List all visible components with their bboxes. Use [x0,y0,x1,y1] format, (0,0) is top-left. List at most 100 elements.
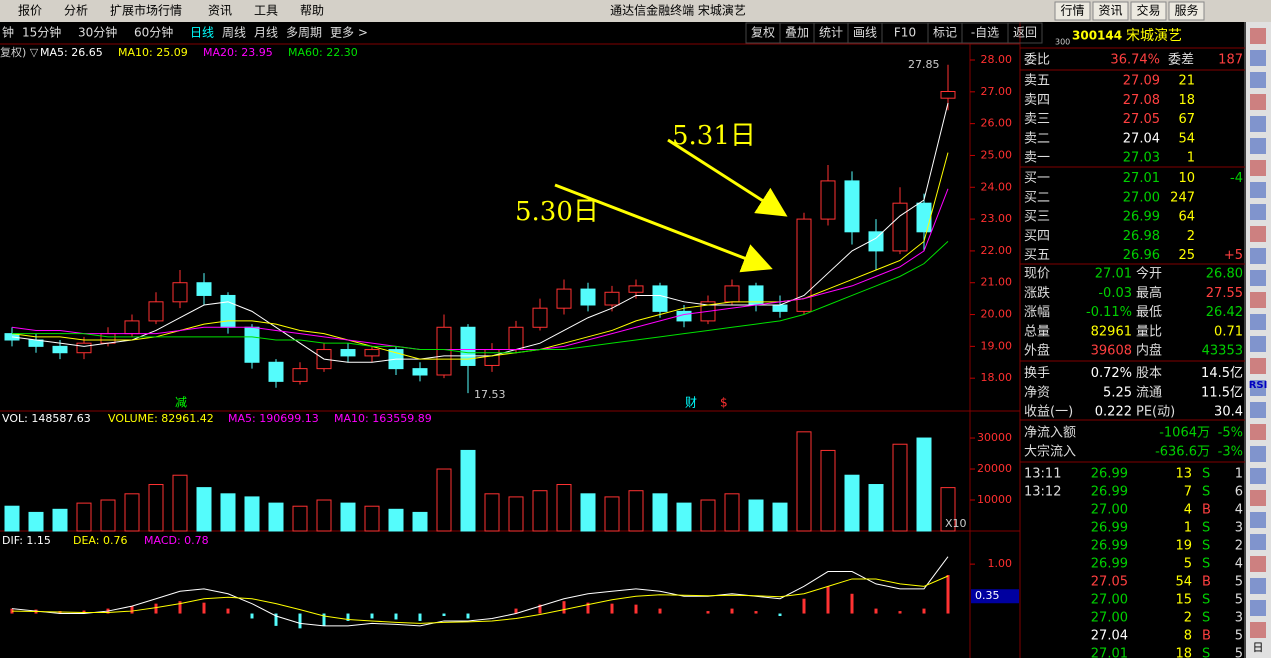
book-volume: 54 [1178,131,1195,146]
book-volume: 2 [1187,229,1195,244]
stat-label: 今开 [1136,266,1162,282]
sidebar-label[interactable]: RSI [1249,380,1268,391]
sidebar-icon[interactable] [1250,116,1266,132]
period-tab[interactable]: 30分钟 [78,25,117,40]
sidebar-icon[interactable] [1250,204,1266,220]
tool-button-label[interactable]: 复权 [751,26,775,40]
candle-body [820,180,836,220]
tick-side: S [1202,485,1210,500]
sidebar-icon[interactable] [1250,336,1266,352]
period-tab[interactable]: 多周期 [286,26,322,40]
tool-button-label[interactable]: 返回 [1013,26,1037,40]
volume-bar [628,490,644,532]
sidebar-icon[interactable] [1250,600,1266,616]
sidebar-icon[interactable] [1250,512,1266,528]
period-tab[interactable]: 更多 > [330,26,368,40]
sidebar-label[interactable]: 日 [1253,641,1264,654]
current-value-box [971,589,1019,604]
sidebar-icon[interactable] [1250,446,1266,462]
menu-button[interactable] [1054,1,1091,21]
menu-button-label[interactable]: 行情 [1060,4,1084,18]
sidebar-icon[interactable] [1250,292,1266,308]
sidebar-icon[interactable] [1250,468,1266,484]
sidebar-icon[interactable] [1250,578,1266,594]
tool-button-label[interactable]: 画线 [853,26,877,40]
tick-volume: 2 [1184,611,1192,626]
period-tab[interactable]: 日线 [190,26,214,40]
tick-price: 27.00 [1091,593,1128,608]
sidebar-icon[interactable] [1250,314,1266,330]
period-tab[interactable]: 周线 [222,26,246,40]
menu-item[interactable]: 资讯 [208,4,232,18]
menu-button[interactable] [1130,1,1167,21]
sidebar-icon[interactable] [1250,226,1266,242]
tool-button-label[interactable]: 叠加 [785,26,809,40]
tool-button-label[interactable]: F10 [894,26,916,40]
menu-item[interactable]: 工具 [254,4,278,18]
sidebar-icon[interactable] [1250,490,1266,506]
menu-item[interactable]: 帮助 [300,4,324,18]
sidebar-icon[interactable] [1250,556,1266,572]
sidebar-icon[interactable] [1250,534,1266,550]
sidebar-icon[interactable] [1250,160,1266,176]
menu-button[interactable] [1168,1,1205,21]
y-tick-label: 21.00 [981,276,1013,289]
menu-item[interactable]: 报价 [18,3,42,18]
y-tick-label: 10000 [977,493,1012,506]
sidebar-icon[interactable] [1250,72,1266,88]
y-tick-label: 23.00 [981,212,1013,225]
period-tab[interactable]: 钟 [2,25,14,40]
tick-side: S [1202,593,1210,608]
period-tab[interactable]: 15分钟 [22,25,61,40]
book-volume: 18 [1178,93,1195,108]
volume-bar [892,443,908,532]
menu-item[interactable]: 分析 [64,4,88,18]
volume-bar [508,496,524,532]
tick-count: 4 [1235,557,1243,572]
sidebar-icon[interactable] [1250,402,1266,418]
volume-bar [4,505,20,532]
candle-body [100,333,116,344]
stat-value: 26.80 [1206,267,1243,282]
menu-button-label[interactable]: 交易 [1136,3,1160,18]
menu-item[interactable]: 扩展市场行情 [110,3,182,18]
book-price: 27.04 [1123,131,1160,146]
sidebar-icon[interactable] [1250,182,1266,198]
stat-value: 43353 [1202,344,1243,359]
volume-bar [220,493,236,532]
tool-button-label[interactable]: -自选 [971,26,999,40]
stat-label: 换手 [1024,366,1050,381]
candle-body [868,231,884,252]
tool-button[interactable] [1007,22,1043,44]
period-tab[interactable]: 60分钟 [134,25,173,40]
sidebar-icon[interactable] [1250,50,1266,66]
book-volume: 25 [1178,248,1195,263]
menu-button-label[interactable]: 资讯 [1098,4,1122,18]
sidebar-icon[interactable] [1250,94,1266,110]
sidebar-icon[interactable] [1250,358,1266,374]
stat-value: 27.55 [1206,286,1243,301]
sidebar-icon[interactable] [1250,138,1266,154]
sidebar-icon[interactable] [1250,622,1266,638]
stat-label: 内盘 [1136,343,1162,359]
sidebar-icon[interactable] [1250,248,1266,264]
sidebar-icon[interactable] [1250,380,1266,396]
menu-button[interactable] [1092,1,1129,21]
tool-button-label[interactable]: 统计 [819,26,843,40]
legend-entry: DEA: 0.76 [73,534,127,547]
volume-bar [652,493,668,532]
book-label: 买四 [1024,229,1050,244]
candle-body [460,326,476,366]
sidebar-icon[interactable] [1250,270,1266,286]
sidebar-icon[interactable] [1250,28,1266,44]
legend-entry: MA5: 26.65 [40,46,103,59]
volume-bar [820,449,836,532]
flow-value: -1064万 [1159,426,1210,441]
volume-bar [412,511,428,532]
menu-button-label[interactable]: 服务 [1174,3,1198,18]
tick-count: 2 [1235,539,1243,554]
tool-button-label[interactable]: 标记 [933,26,957,40]
period-tab[interactable]: 月线 [254,26,278,40]
current-value: 0.35 [975,589,1000,602]
sidebar-icon[interactable] [1250,424,1266,440]
